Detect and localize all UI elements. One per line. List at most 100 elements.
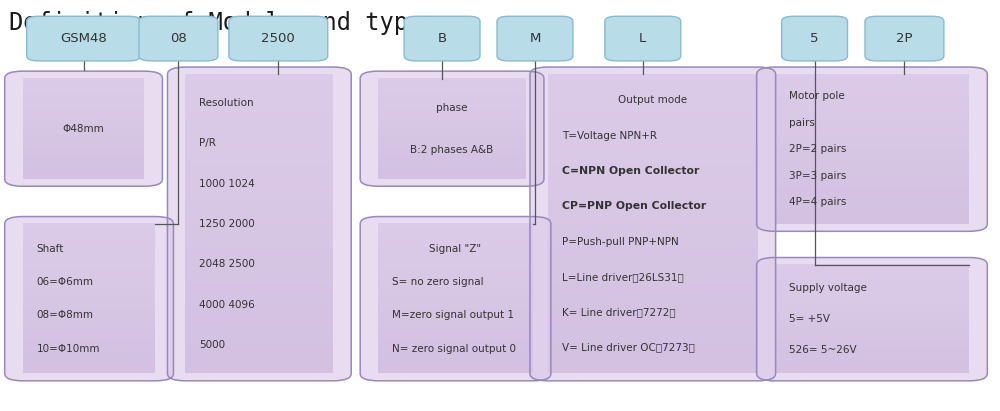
Bar (775, 152, 969, 157)
Bar (23, 309, 155, 314)
Bar (548, 313, 758, 321)
Bar (378, 253, 533, 258)
Bar (378, 120, 526, 124)
Bar (23, 294, 155, 299)
Bar (378, 268, 533, 272)
Bar (23, 145, 144, 149)
Bar (23, 98, 144, 101)
Bar (775, 193, 969, 198)
Bar (378, 365, 533, 370)
Bar (378, 335, 533, 340)
FancyBboxPatch shape (360, 71, 544, 186)
Text: M=zero signal output 1: M=zero signal output 1 (392, 310, 514, 320)
Bar (185, 193, 333, 201)
FancyBboxPatch shape (167, 67, 351, 381)
Bar (775, 96, 969, 101)
Bar (775, 299, 969, 303)
Bar (23, 125, 144, 129)
Bar (23, 135, 144, 139)
Bar (23, 128, 144, 131)
Bar (23, 298, 155, 302)
Bar (378, 264, 533, 269)
Bar (185, 245, 333, 254)
Bar (23, 291, 155, 295)
Text: 4P=4 pairs: 4P=4 pairs (789, 197, 846, 208)
Bar (378, 309, 533, 314)
Bar (775, 305, 969, 308)
FancyBboxPatch shape (782, 16, 848, 61)
Bar (23, 350, 155, 355)
Bar (185, 208, 333, 217)
Bar (378, 320, 533, 325)
Bar (775, 85, 969, 89)
Bar (185, 291, 333, 299)
Bar (775, 88, 969, 93)
Bar (775, 163, 969, 168)
Bar (775, 294, 969, 298)
Bar (548, 201, 758, 209)
Bar (185, 134, 333, 142)
Bar (378, 279, 533, 284)
Bar (775, 280, 969, 284)
Bar (23, 123, 144, 126)
Text: P=Push-pull PNP+NPN: P=Push-pull PNP+NPN (562, 237, 679, 247)
Bar (378, 305, 533, 310)
Bar (548, 350, 758, 358)
Bar (378, 332, 533, 336)
Bar (775, 92, 969, 97)
Text: 1000 1024: 1000 1024 (199, 178, 255, 189)
Bar (185, 231, 333, 239)
Bar (548, 298, 758, 306)
Bar (23, 320, 155, 325)
Text: 5= +5V: 5= +5V (789, 314, 830, 324)
Bar (185, 104, 333, 112)
Bar (23, 286, 155, 291)
Text: 2500: 2500 (261, 32, 295, 45)
Bar (775, 145, 969, 149)
Bar (548, 141, 758, 149)
Bar (548, 163, 758, 172)
FancyBboxPatch shape (5, 217, 173, 381)
Bar (775, 74, 969, 78)
Bar (775, 115, 969, 119)
Bar (185, 186, 333, 194)
Bar (775, 353, 969, 357)
Bar (378, 238, 533, 242)
Bar (185, 148, 333, 157)
Bar (548, 208, 758, 217)
Bar (378, 130, 526, 134)
Bar (23, 369, 155, 374)
Bar (775, 329, 969, 333)
Bar (23, 95, 144, 99)
Bar (378, 160, 526, 164)
Bar (775, 346, 969, 349)
Bar (548, 216, 758, 224)
Bar (378, 324, 533, 328)
Bar (23, 150, 144, 154)
Bar (185, 343, 333, 351)
Bar (548, 283, 758, 291)
Bar (775, 324, 969, 327)
Bar (23, 160, 144, 164)
Bar (378, 103, 526, 106)
Bar (378, 113, 526, 116)
Bar (378, 249, 533, 254)
Bar (548, 81, 758, 89)
Bar (185, 178, 333, 187)
Bar (378, 85, 526, 88)
Bar (775, 111, 969, 115)
Bar (775, 348, 969, 352)
Bar (378, 223, 533, 228)
Bar (378, 90, 526, 94)
Text: Motor pole: Motor pole (789, 91, 844, 101)
Bar (378, 298, 533, 302)
FancyBboxPatch shape (139, 16, 218, 61)
Bar (23, 168, 144, 171)
Text: L: L (639, 32, 646, 45)
Bar (23, 105, 144, 109)
Text: Resolution: Resolution (199, 98, 254, 108)
FancyBboxPatch shape (360, 217, 551, 381)
Bar (548, 88, 758, 97)
Bar (775, 340, 969, 344)
Bar (23, 173, 144, 176)
